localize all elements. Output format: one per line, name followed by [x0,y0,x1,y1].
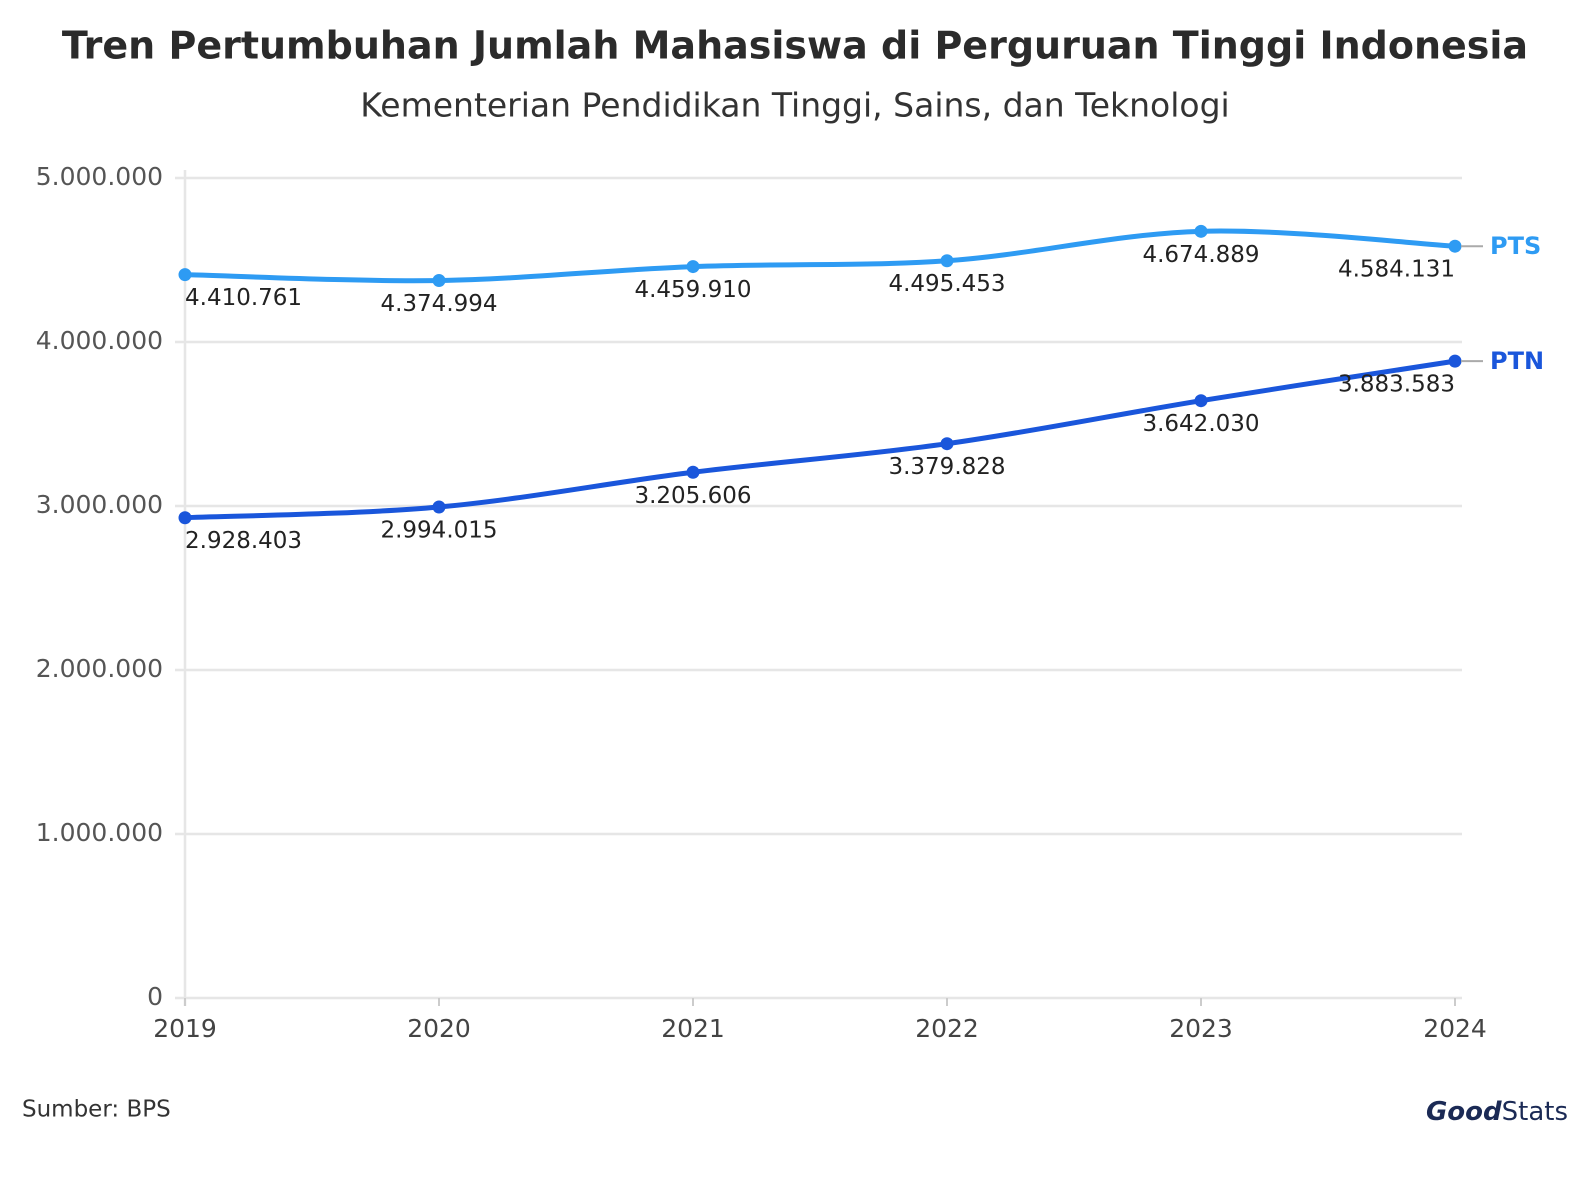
data-label: 3.205.606 [634,483,751,509]
data-point [940,437,954,451]
data-label: 2.994.015 [380,517,497,543]
data-label: 3.379.828 [888,454,1005,480]
data-label: 4.374.994 [380,291,497,317]
data-label: 4.674.889 [1142,242,1259,268]
data-point [1194,224,1208,238]
x-tick-label: 2019 [153,1014,217,1043]
data-label: 2.928.403 [185,528,302,554]
brand-logo: GoodStats [1426,1097,1568,1127]
data-label: 4.410.761 [185,285,302,311]
source-note: Sumber: BPS [22,1097,171,1123]
brand-part: Good [1426,1097,1502,1127]
data-point [1448,239,1462,253]
y-tick-label: 3.000.000 [36,490,163,519]
series-line [182,358,1458,521]
data-label: 3.883.583 [1338,372,1455,398]
x-tick-label: 2022 [915,1014,979,1043]
data-point [1194,394,1208,408]
y-tick-label: 4.000.000 [36,326,163,355]
data-label: 3.642.030 [1142,411,1259,437]
series-label: PTS [1490,232,1541,260]
x-tick-label: 2020 [407,1014,471,1043]
x-tick-label: 2024 [1423,1014,1487,1043]
y-tick-label: 0 [147,982,163,1011]
y-tick-label: 2.000.000 [36,654,163,683]
chart-subtitle: Kementerian Pendidikan Tinggi, Sains, da… [360,86,1229,125]
data-point [686,465,700,479]
data-point [940,254,954,268]
data-label: 4.459.910 [634,277,751,303]
data-point [1448,354,1462,368]
y-tick-label: 1.000.000 [36,818,163,847]
series-label: PTN [1490,347,1544,375]
data-label: 4.584.131 [1338,257,1455,283]
data-point [178,268,192,282]
data-point [686,260,700,274]
chart-title: Tren Pertumbuhan Jumlah Mahasiswa di Per… [62,24,1528,68]
data-label: 4.495.453 [888,271,1005,297]
y-tick-label: 5.000.000 [36,162,163,191]
x-tick-label: 2023 [1169,1014,1233,1043]
x-tick-label: 2021 [661,1014,725,1043]
data-point [432,500,446,514]
series-line [182,228,1458,284]
data-point [178,511,192,525]
data-point [432,274,446,288]
brand-part: Stats [1502,1097,1568,1127]
